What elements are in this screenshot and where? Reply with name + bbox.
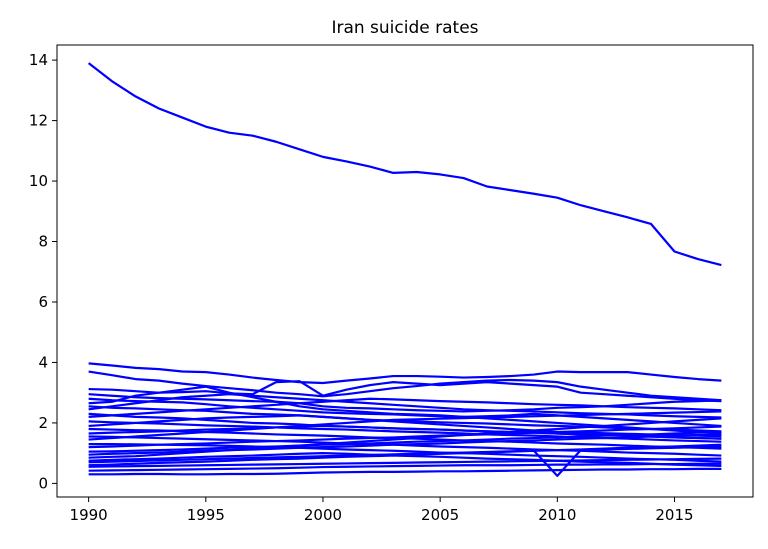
y-tick-label: 8 xyxy=(38,233,48,251)
series-line-4 xyxy=(88,380,722,403)
x-tick-label: 1995 xyxy=(187,506,225,524)
series-line-28 xyxy=(88,424,722,440)
x-axis: 1990 1995 2000 2005 2010 2015 xyxy=(70,497,694,524)
series-group xyxy=(87,62,722,477)
series-line-2 xyxy=(88,362,722,385)
y-tick-label: 10 xyxy=(29,172,48,190)
series-line-17 xyxy=(88,462,722,472)
plot-area xyxy=(87,62,722,477)
series-line-14 xyxy=(88,417,722,459)
x-tick-label: 2000 xyxy=(304,506,342,524)
plot-frame xyxy=(56,44,754,498)
series-line-12 xyxy=(88,442,722,463)
series-line-1 xyxy=(87,62,722,267)
x-tick-label: 1990 xyxy=(70,506,108,524)
series-line-27 xyxy=(88,397,722,418)
series-line-5 xyxy=(88,393,722,413)
x-tick-label: 2015 xyxy=(655,506,693,524)
series-line-18 xyxy=(88,467,722,476)
series-line-24 xyxy=(88,433,722,456)
chart-title: Iran suicide rates xyxy=(331,18,478,38)
y-tick-label: 14 xyxy=(29,51,48,69)
x-tick-label: 2010 xyxy=(538,506,576,524)
y-tick-label: 2 xyxy=(38,414,48,432)
series-line-19 xyxy=(88,385,722,435)
y-tick-label: 4 xyxy=(38,353,48,371)
series-line-3 xyxy=(88,370,722,402)
y-tick-label: 12 xyxy=(29,112,48,130)
series-line-21 xyxy=(88,414,722,438)
series-line-16 xyxy=(88,457,722,468)
series-line-23 xyxy=(88,425,722,449)
y-tick-label: 0 xyxy=(38,474,48,492)
x-tick-label: 2005 xyxy=(421,506,459,524)
series-line-22 xyxy=(88,410,722,441)
series-line-26 xyxy=(88,452,722,467)
y-axis: 0 2 4 6 8 10 12 14 xyxy=(29,51,57,492)
y-tick-label: 6 xyxy=(38,293,48,311)
